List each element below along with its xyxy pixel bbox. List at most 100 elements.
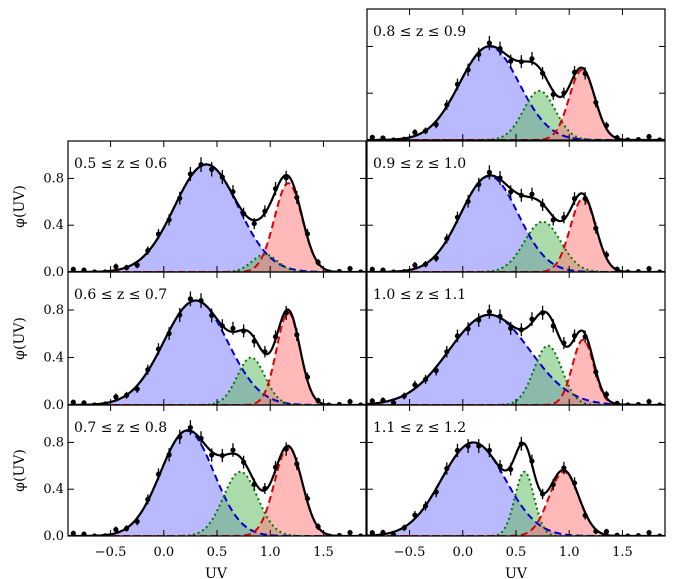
data-point	[92, 533, 98, 536]
data-point	[391, 269, 397, 272]
data-point	[177, 434, 183, 440]
data-point	[614, 400, 620, 405]
data-point	[401, 269, 407, 272]
data-point	[422, 128, 429, 134]
data-point	[465, 443, 471, 449]
data-point	[614, 135, 620, 140]
data-point	[134, 262, 140, 268]
data-point	[582, 70, 588, 76]
data-point	[294, 194, 300, 201]
data-point	[593, 369, 599, 375]
x-tick-label: 1.5	[612, 545, 633, 560]
blue-component-fill	[367, 314, 665, 405]
data-point	[113, 263, 119, 270]
data-point	[476, 51, 482, 58]
data-point	[476, 181, 482, 188]
data-point	[155, 471, 162, 477]
data-point	[81, 531, 87, 536]
blue-component-fill	[367, 46, 665, 140]
panel-plot-area	[68, 291, 366, 405]
panel-title: 0.5 ≤ z ≤ 0.6	[74, 156, 167, 172]
panel-grid: 0.8 ≤ z ≤ 0.9 0.0 0.4 0.8 φ(UV) 0.5 ≤ z ≤ 0.6…	[12, 8, 666, 560]
x-axis-label-right: UV	[505, 566, 528, 579]
panel-title: 0.8 ≤ z ≤ 0.9	[373, 24, 466, 40]
red-component-fill	[68, 312, 366, 405]
data-point	[646, 266, 652, 272]
panel-p06: 0.0 0.4 0.8 φ(UV) 0.6 ≤ z ≤ 0.7	[12, 271, 367, 413]
data-point	[518, 192, 524, 198]
data-point	[582, 334, 588, 340]
data-point	[336, 268, 342, 272]
green-component-fill	[367, 471, 665, 536]
y-axis-label: φ(UV)	[12, 317, 28, 360]
data-point	[422, 376, 429, 382]
data-point	[401, 136, 407, 140]
data-point	[358, 402, 364, 405]
green-component-line	[68, 470, 366, 536]
data-point	[315, 398, 321, 404]
data-point	[646, 530, 652, 536]
data-point	[529, 316, 535, 322]
data-point	[336, 532, 342, 536]
data-point	[283, 175, 289, 181]
data-point	[614, 266, 620, 272]
panel-title: 0.7 ≤ z ≤ 0.8	[74, 420, 167, 436]
data-point	[529, 191, 535, 197]
data-point	[433, 489, 439, 495]
y-tick-label: 0.0	[43, 529, 64, 544]
data-point	[444, 102, 450, 108]
data-point	[433, 121, 439, 128]
data-point	[219, 452, 225, 459]
data-point	[422, 503, 429, 509]
data-point	[454, 81, 461, 87]
y-tick-label: 0.8	[43, 303, 64, 318]
blue-component-fill	[367, 442, 665, 536]
panel-title: 1.1 ≤ z ≤ 1.2	[373, 420, 466, 436]
data-point	[508, 466, 514, 472]
data-point	[251, 481, 257, 487]
red-component-fill	[367, 69, 665, 140]
total-fit-line	[68, 163, 366, 272]
panel-title: 0.9 ≤ z ≤ 1.0	[373, 156, 466, 172]
data-point	[70, 266, 76, 272]
panel-title: 1.0 ≤ z ≤ 1.1	[373, 287, 466, 303]
panel-title: 0.6 ≤ z ≤ 0.7	[74, 287, 167, 303]
data-point	[81, 267, 87, 272]
data-point	[113, 526, 119, 533]
blue-component-fill	[68, 300, 366, 405]
data-point	[582, 512, 588, 518]
data-point	[550, 323, 556, 329]
blue-component-fill	[367, 176, 665, 272]
data-point	[102, 269, 108, 272]
panel-p08: 0.8 ≤ z ≤ 0.9	[366, 8, 666, 141]
data-point	[603, 529, 610, 535]
data-point	[391, 137, 397, 140]
data-point	[70, 530, 76, 536]
panel-p10: 1.0 ≤ z ≤ 1.1	[366, 271, 666, 406]
data-point	[454, 214, 461, 220]
data-point	[70, 399, 76, 405]
panel-plot-area	[367, 165, 665, 272]
data-point	[272, 186, 279, 192]
data-point	[465, 67, 471, 73]
data-point	[294, 461, 300, 467]
data-point	[625, 269, 631, 272]
data-point	[550, 217, 556, 223]
data-point	[433, 367, 439, 374]
data-point	[497, 175, 503, 181]
data-point	[209, 452, 215, 458]
green-component-fill	[367, 90, 665, 140]
x-axis-label-left: UV	[205, 566, 228, 579]
data-point	[380, 267, 386, 272]
x-tick-label: 1.0	[559, 545, 580, 560]
data-point	[369, 398, 375, 404]
data-point	[401, 525, 407, 531]
data-point	[454, 333, 461, 339]
data-point	[657, 402, 663, 405]
data-point	[571, 69, 578, 75]
data-point	[625, 402, 631, 405]
data-point	[92, 402, 98, 405]
green-component-fill	[367, 221, 665, 272]
red-component-fill	[367, 198, 665, 272]
